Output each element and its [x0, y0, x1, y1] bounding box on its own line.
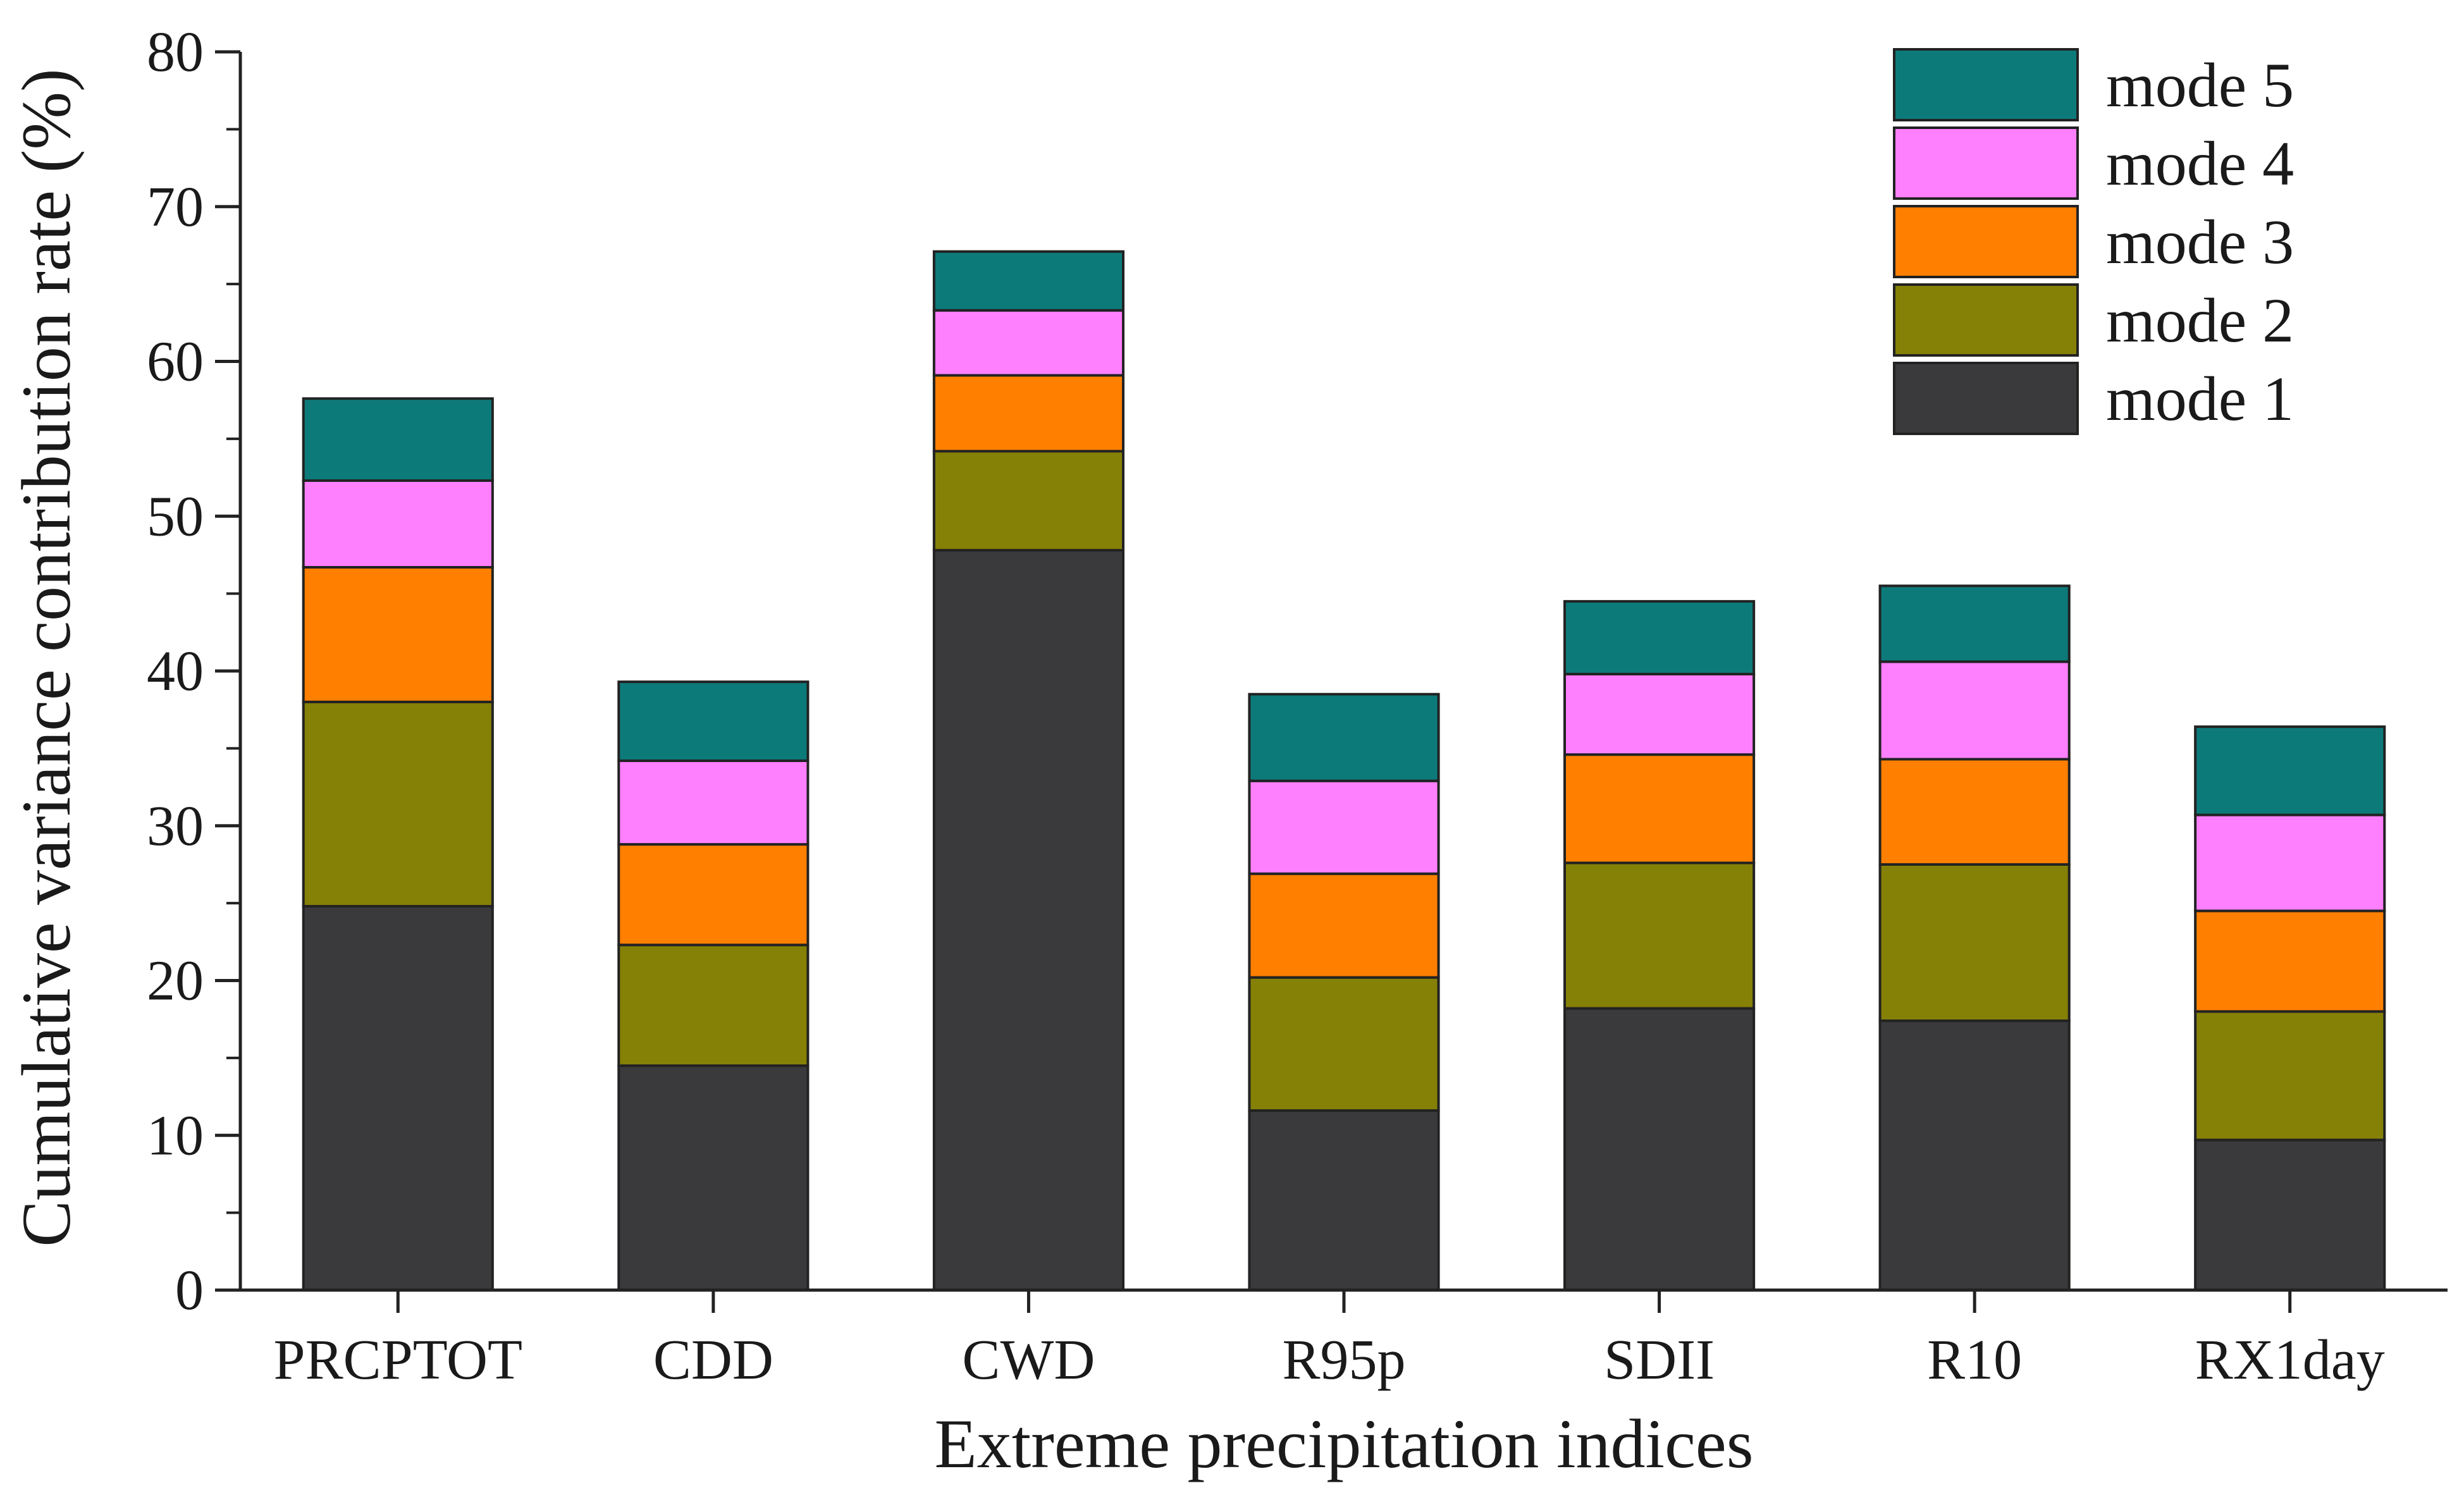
- y-tick-label-20: 20: [147, 950, 204, 1012]
- legend-label-mode-1: mode 1: [2106, 364, 2294, 434]
- bar-segment-r95p-mode-2: [1248, 976, 1440, 1112]
- x-tick-label-cwd: CWD: [962, 1329, 1095, 1391]
- bar-segment-r10-mode-1: [1878, 1019, 2071, 1291]
- bar-segment-cdd-mode-4: [617, 759, 810, 846]
- legend-label-mode-4: mode 4: [2106, 128, 2294, 199]
- bar-segment-rx1day-mode-2: [2194, 1010, 2386, 1141]
- y-tick-label-40: 40: [147, 640, 204, 703]
- y-tick-label-80: 80: [147, 21, 204, 83]
- x-tick-label-sdii: SDII: [1604, 1329, 1715, 1391]
- x-tick-label-r95p: R95p: [1282, 1329, 1405, 1391]
- axes-layer: 0 10 20 30 40 50 60 70 80 PRCPTOT CDD CWD R95p SDII R1…: [147, 21, 2448, 1391]
- legend-label-mode-3: mode 3: [2106, 207, 2294, 277]
- bar-segment-rx1day-mode-5: [2194, 725, 2386, 816]
- bar-segment-prcptot-mode-4: [302, 479, 494, 569]
- legend-swatch-mode-2: [1893, 283, 2079, 357]
- x-tick-label-cdd: CDD: [653, 1329, 773, 1391]
- y-tick-label-30: 30: [147, 795, 204, 858]
- y-tick-label-0: 0: [175, 1259, 204, 1322]
- x-tick-label-r10: R10: [1927, 1329, 2022, 1391]
- y-tick-label-50: 50: [147, 485, 204, 548]
- bar-segment-sdii-mode-1: [1563, 1007, 1756, 1292]
- bar-segment-sdii-mode-2: [1563, 861, 1756, 1010]
- bar-segment-cdd-mode-1: [617, 1064, 810, 1292]
- bar-segment-sdii-mode-3: [1563, 753, 1756, 864]
- bar-segment-cwd-mode-5: [932, 250, 1125, 312]
- bar-segment-r95p-mode-5: [1248, 692, 1440, 782]
- bar-segment-cdd-mode-5: [617, 680, 810, 762]
- bars-layer: [302, 250, 2386, 1292]
- y-tick-label-10: 10: [147, 1104, 204, 1167]
- bar-segment-r95p-mode-3: [1248, 872, 1440, 979]
- bar-segment-cwd-mode-1: [932, 549, 1125, 1291]
- legend-swatch-mode-3: [1893, 205, 2079, 278]
- legend-label-mode-5: mode 5: [2106, 50, 2294, 120]
- bar-segment-rx1day-mode-1: [2194, 1138, 2386, 1292]
- legend-swatch-mode-4: [1893, 126, 2079, 200]
- legend-label-mode-2: mode 2: [2106, 285, 2294, 355]
- bar-segment-r10-mode-5: [1878, 584, 2071, 663]
- bar-segment-prcptot-mode-2: [302, 700, 494, 908]
- x-tick-label-prcptot: PRCPTOT: [274, 1329, 523, 1391]
- bar-segment-r95p-mode-1: [1248, 1109, 1440, 1291]
- x-axis-label: Extreme precipitation indices: [934, 1405, 1753, 1482]
- legend: mode 5 mode 4 mode 3 mode 2 mode 1: [1893, 48, 2294, 435]
- bar-segment-r10-mode-4: [1878, 660, 2071, 761]
- x-tick-label-rx1day: RX1day: [2195, 1329, 2385, 1391]
- bar-segment-sdii-mode-5: [1563, 600, 1756, 675]
- bar-segment-rx1day-mode-4: [2194, 813, 2386, 913]
- bar-segment-prcptot-mode-3: [302, 566, 494, 703]
- bar-segment-rx1day-mode-3: [2194, 909, 2386, 1013]
- bar-segment-r10-mode-2: [1878, 863, 2071, 1023]
- bar-segment-prcptot-mode-5: [302, 397, 494, 482]
- bar-segment-cwd-mode-4: [932, 309, 1125, 377]
- bar-segment-cwd-mode-2: [932, 450, 1125, 552]
- bar-segment-sdii-mode-4: [1563, 672, 1756, 756]
- legend-swatch-mode-5: [1893, 48, 2079, 121]
- bar-segment-cwd-mode-3: [932, 374, 1125, 453]
- bar-segment-r95p-mode-4: [1248, 779, 1440, 875]
- legend-swatch-mode-1: [1893, 362, 2079, 435]
- bar-segment-prcptot-mode-1: [302, 905, 494, 1291]
- y-axis-label: Cumulative variance contribution rate (%…: [8, 68, 85, 1246]
- bar-segment-cdd-mode-3: [617, 843, 810, 947]
- bar-segment-r10-mode-3: [1878, 758, 2071, 866]
- y-tick-label-70: 70: [147, 176, 204, 238]
- bar-segment-cdd-mode-2: [617, 944, 810, 1067]
- y-tick-label-60: 60: [147, 331, 204, 393]
